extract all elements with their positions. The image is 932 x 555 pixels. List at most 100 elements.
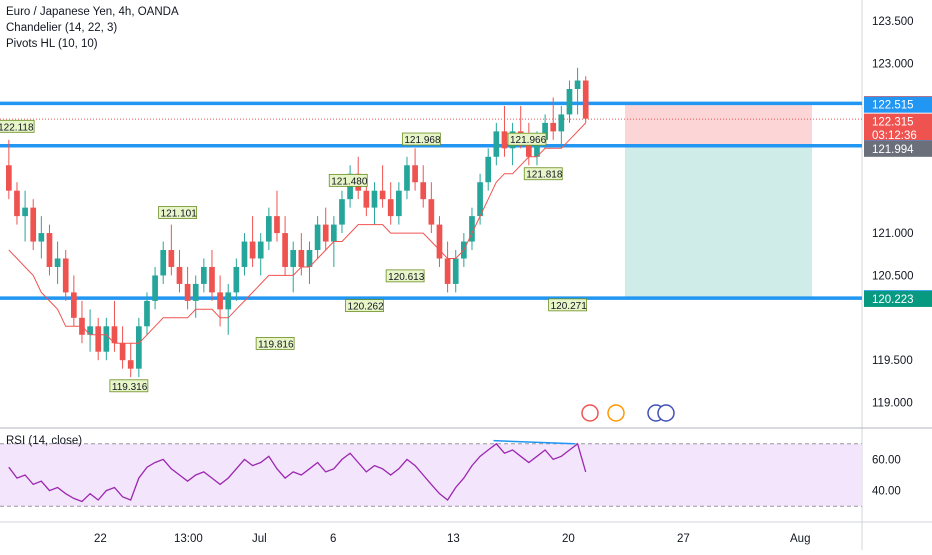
rsi-tick-label: 60.00 bbox=[872, 454, 901, 466]
pivot-label-box bbox=[385, 269, 425, 283]
rsi-divergence-line[interactable] bbox=[493, 439, 575, 445]
candle-body[interactable] bbox=[38, 233, 45, 242]
price-tag-label: 122.315 bbox=[872, 117, 914, 129]
candle-body[interactable] bbox=[184, 283, 191, 301]
event-marker-icon[interactable] bbox=[657, 404, 675, 422]
time-tick-label: Jul bbox=[252, 533, 267, 545]
candle-body[interactable] bbox=[136, 326, 142, 369]
candle-body[interactable] bbox=[87, 326, 93, 335]
candle-body[interactable] bbox=[306, 250, 313, 267]
price-tick-label: 123.000 bbox=[872, 59, 914, 71]
price-tick-label: 121.000 bbox=[872, 228, 914, 240]
candle-body[interactable] bbox=[322, 224, 329, 242]
pivot-label-box bbox=[0, 119, 35, 133]
candle-body[interactable] bbox=[71, 292, 77, 318]
event-marker-icon[interactable] bbox=[607, 404, 625, 422]
candle-body[interactable] bbox=[493, 131, 500, 157]
pivot-label-box bbox=[507, 132, 547, 146]
candle-body[interactable] bbox=[6, 165, 12, 191]
candle-body[interactable] bbox=[54, 258, 61, 267]
time-tick-label: 22 bbox=[94, 533, 107, 545]
price-tag-box bbox=[864, 127, 932, 144]
candle-body[interactable] bbox=[201, 266, 207, 284]
time-tick-label: Aug bbox=[790, 533, 810, 545]
pivot-label: 121.818 bbox=[526, 170, 563, 181]
candle-body[interactable] bbox=[444, 258, 451, 284]
time-tick-label: 6 bbox=[330, 533, 336, 545]
candle-body[interactable] bbox=[22, 207, 28, 217]
candle-body[interactable] bbox=[542, 122, 548, 140]
candle-body[interactable] bbox=[477, 182, 483, 217]
take-profit-zone[interactable] bbox=[625, 145, 812, 299]
pivot-label-box bbox=[345, 299, 384, 313]
candle-body[interactable] bbox=[290, 250, 297, 267]
candle-body[interactable] bbox=[217, 292, 223, 310]
candle-body[interactable] bbox=[566, 88, 573, 115]
candle-body[interactable] bbox=[331, 224, 337, 242]
candle-body[interactable] bbox=[62, 258, 69, 293]
candle-body[interactable] bbox=[152, 275, 158, 301]
candle-body[interactable] bbox=[404, 165, 410, 191]
pivot-label: 120.262 bbox=[348, 302, 385, 313]
pivot-label: 121.968 bbox=[404, 135, 441, 146]
candle-body[interactable] bbox=[274, 216, 280, 234]
price-tag-box bbox=[864, 290, 932, 307]
candle-body[interactable] bbox=[412, 165, 418, 183]
candle-body[interactable] bbox=[582, 80, 589, 119]
candle-body[interactable] bbox=[266, 216, 272, 242]
candle-body[interactable] bbox=[103, 326, 110, 352]
candle-body[interactable] bbox=[526, 139, 532, 157]
candle-body[interactable] bbox=[209, 266, 215, 293]
price-tag-label: 03:12:36 bbox=[872, 130, 917, 142]
candle-body[interactable] bbox=[314, 224, 321, 251]
candle-body[interactable] bbox=[558, 114, 565, 132]
candle-body[interactable] bbox=[282, 233, 288, 267]
candle-body[interactable] bbox=[249, 241, 256, 259]
candle-body[interactable] bbox=[469, 216, 475, 242]
candle-body[interactable] bbox=[127, 360, 134, 369]
candle-body[interactable] bbox=[46, 233, 53, 267]
candle-body[interactable] bbox=[14, 190, 20, 217]
candle-body[interactable] bbox=[192, 283, 199, 301]
candle-body[interactable] bbox=[257, 241, 264, 259]
candle-body[interactable] bbox=[160, 250, 167, 276]
candle-body[interactable] bbox=[298, 250, 305, 267]
candle-body[interactable] bbox=[168, 250, 175, 267]
candle-body[interactable] bbox=[396, 190, 402, 217]
candle-body[interactable] bbox=[452, 258, 459, 284]
candle-body[interactable] bbox=[119, 343, 126, 361]
pivot-label-box bbox=[109, 379, 149, 393]
event-marker-icon[interactable] bbox=[581, 404, 599, 422]
candle-body[interactable] bbox=[428, 199, 435, 225]
candle-body[interactable] bbox=[225, 292, 232, 310]
candle-body[interactable] bbox=[363, 190, 370, 208]
price-tag-label: 122.515 bbox=[872, 100, 914, 112]
pivot-label-box bbox=[523, 167, 563, 181]
candle-body[interactable] bbox=[95, 326, 102, 352]
candle-body[interactable] bbox=[111, 326, 118, 344]
pivot-label-box bbox=[328, 173, 368, 187]
candle-body[interactable] bbox=[339, 199, 345, 225]
candle-body[interactable] bbox=[574, 80, 581, 89]
candle-body[interactable] bbox=[144, 300, 150, 327]
rsi-line bbox=[8, 442, 587, 503]
candle-body[interactable] bbox=[233, 266, 240, 293]
candle-body[interactable] bbox=[241, 241, 248, 267]
candle-body[interactable] bbox=[485, 156, 492, 183]
candle-body[interactable] bbox=[501, 131, 508, 149]
candle-body[interactable] bbox=[371, 190, 378, 208]
candle-body[interactable] bbox=[387, 199, 394, 217]
candle-body[interactable] bbox=[30, 207, 37, 242]
candle-body[interactable] bbox=[550, 122, 557, 132]
time-tick-label: 27 bbox=[677, 533, 690, 545]
candle-body[interactable] bbox=[534, 139, 540, 157]
candle-body[interactable] bbox=[420, 182, 427, 200]
candle-body[interactable] bbox=[176, 266, 183, 284]
stop-loss-zone[interactable] bbox=[625, 103, 812, 146]
candle-body[interactable] bbox=[436, 224, 443, 259]
candle-body[interactable] bbox=[379, 190, 386, 200]
rsi-tick-label: 40.00 bbox=[872, 486, 901, 498]
time-tick-label: 20 bbox=[562, 533, 575, 545]
